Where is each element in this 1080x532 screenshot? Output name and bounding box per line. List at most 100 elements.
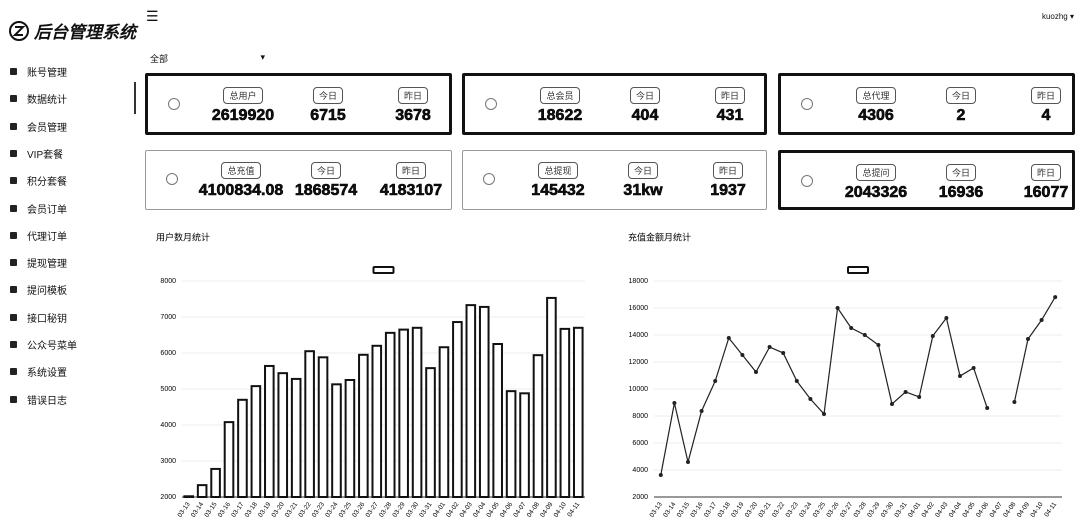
line-point — [876, 342, 881, 347]
x-tick-label: 03-21 — [757, 501, 772, 519]
stat-value: 1937 — [710, 182, 746, 200]
menu-item[interactable]: 代理订单 — [10, 228, 67, 243]
stat-label: 今日 — [629, 87, 660, 104]
line-point — [781, 350, 786, 355]
menu-label: 提问模板 — [27, 286, 67, 298]
menu-icon — [10, 341, 17, 348]
bar — [183, 495, 195, 498]
bar — [250, 385, 262, 498]
x-tick-label: 04-04 — [472, 501, 487, 519]
filter-select[interactable]: 全部 ▾ — [150, 52, 265, 64]
stat-label: 总提问 — [856, 164, 896, 181]
x-tick-label: 04-02 — [445, 501, 460, 519]
x-tick-label: 03-29 — [866, 501, 881, 519]
x-tick-label: 03-13 — [649, 501, 664, 519]
bar — [304, 350, 315, 498]
bar — [478, 305, 490, 498]
x-tick-label: 03-22 — [771, 501, 786, 519]
bar — [532, 354, 544, 498]
menu-item[interactable]: 会员订单 — [10, 201, 67, 216]
line-point — [890, 401, 894, 406]
menu-item[interactable]: 接口秘钥 — [10, 310, 67, 325]
menu-label: 公众号菜单 — [27, 341, 77, 352]
stat-item: 昨日 1937 — [683, 161, 773, 200]
x-tick-label: 03-17 — [230, 501, 245, 519]
x-tick-label: 04-11 — [566, 501, 581, 519]
x-tick-label: 04-07 — [989, 501, 1004, 519]
user-menu[interactable]: kuozhg ▾ — [1041, 12, 1074, 21]
line-point — [835, 306, 840, 310]
x-tick-label: 03-31 — [418, 501, 433, 519]
menu-item[interactable]: 提问模板 — [10, 282, 67, 297]
x-tick-label: 03-27 — [839, 501, 854, 519]
bar — [519, 392, 530, 499]
bar — [331, 383, 342, 499]
menu-icon — [10, 95, 17, 103]
x-tick-label: 03-15 — [203, 501, 218, 519]
y-tick-label: 12000 — [629, 359, 649, 366]
menu-label: 积分套餐 — [27, 177, 67, 189]
menu-label: 会员订单 — [27, 204, 67, 216]
x-tick-label: 03-20 — [744, 501, 759, 519]
x-tick-label: 03-30 — [880, 501, 895, 519]
x-tick-label: 04-01 — [432, 501, 447, 519]
bar — [546, 296, 557, 498]
menu-item[interactable]: 错误日志 — [10, 392, 67, 407]
stat-value: 31kw — [623, 182, 663, 200]
bar — [223, 421, 235, 498]
menu-toggle[interactable]: ☰ — [146, 8, 159, 24]
menu-item[interactable]: 积分套餐 — [10, 173, 67, 188]
x-tick-label: 03-18 — [244, 501, 259, 519]
x-tick-label: 03-17 — [703, 501, 718, 519]
x-tick-label: 03-28 — [853, 501, 868, 519]
menu-label: VIP套餐 — [27, 149, 64, 161]
stat-item: 昨日 4 — [1001, 86, 1080, 125]
line-point — [985, 406, 990, 411]
menu-item[interactable]: 会员管理 — [10, 119, 67, 134]
stat-value: 18622 — [537, 107, 583, 125]
stat-item: 今日 6715 — [283, 86, 373, 125]
menu-label: 账号管理 — [27, 68, 67, 79]
line-point — [971, 365, 976, 370]
stat-label: 今日 — [312, 87, 343, 104]
line-point — [740, 352, 745, 357]
x-tick-label: 03-19 — [257, 501, 272, 519]
line-point — [822, 411, 826, 416]
stat-value: 3678 — [395, 107, 431, 125]
menu-item[interactable]: 系统设置 — [10, 364, 67, 379]
stat-value: 2619920 — [211, 107, 275, 125]
bar — [559, 327, 571, 498]
x-tick-label: 03-22 — [297, 501, 312, 519]
menu-item[interactable]: 公众号菜单 — [10, 337, 77, 352]
stat-item: 今日 2 — [916, 86, 1006, 125]
line-point — [1039, 318, 1044, 323]
stat-label: 总用户 — [223, 87, 263, 104]
menu-item[interactable]: 账号管理 — [10, 64, 67, 79]
stat-value: 2043326 — [844, 184, 908, 202]
menu-item[interactable]: 数据统计 — [10, 91, 67, 106]
line-point — [754, 369, 758, 374]
stat-item: 今日 31kw — [598, 161, 688, 200]
stat-label: 昨日 — [395, 162, 426, 179]
menu-item[interactable]: 提现管理 — [10, 255, 67, 270]
stat-label: 总充值 — [221, 162, 261, 179]
menu-item[interactable]: VIP套餐 — [10, 146, 63, 161]
app-title: 后台管理系统 — [34, 23, 136, 42]
y-tick-label: 4000 — [160, 422, 176, 429]
bar — [411, 326, 423, 498]
x-tick-label: 03-29 — [391, 501, 406, 519]
menu-label: 会员管理 — [27, 122, 67, 134]
card-icon — [801, 175, 813, 187]
bar — [384, 331, 396, 498]
stat-label: 总会员 — [540, 87, 580, 104]
line-point — [849, 325, 854, 330]
legend-marker — [372, 266, 395, 274]
menu-icon — [10, 177, 17, 185]
y-tick-label: 7000 — [160, 314, 176, 321]
y-tick-label: 2000 — [160, 494, 176, 501]
x-tick-label: 03-14 — [662, 501, 677, 519]
menu-icon — [10, 286, 17, 294]
stat-value: 4100834.08 — [198, 182, 284, 200]
x-tick-label: 03-26 — [825, 501, 840, 519]
